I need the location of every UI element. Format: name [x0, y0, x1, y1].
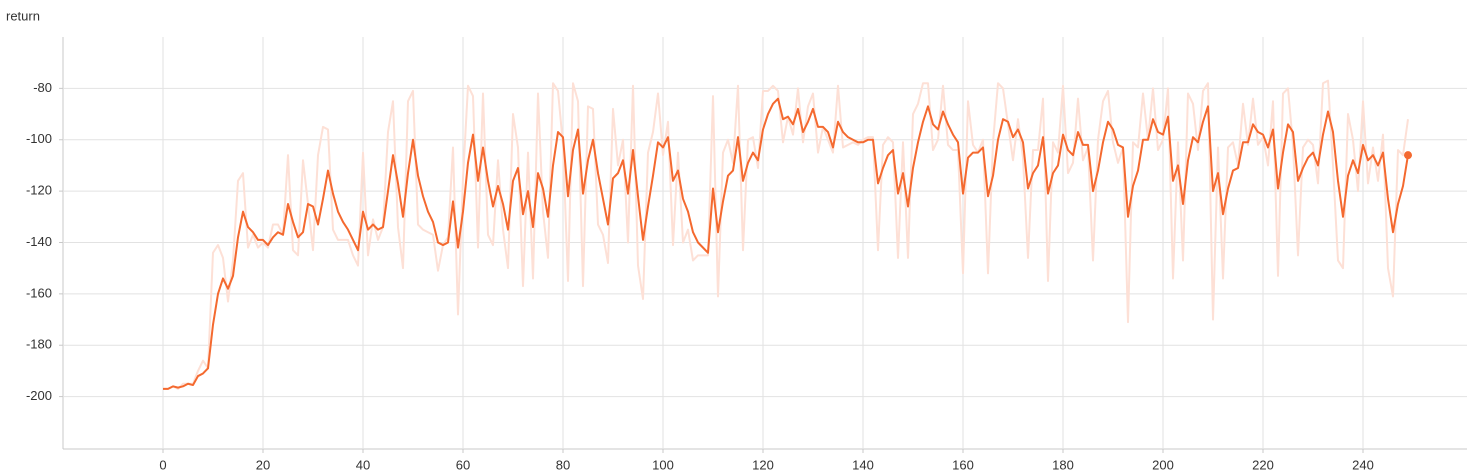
series-line: [163, 79, 1409, 390]
x-tick-label: 140: [852, 457, 874, 472]
y-tick-label: -120: [26, 183, 52, 198]
x-tick-label: 240: [1352, 457, 1374, 472]
x-tick-label: 120: [752, 457, 774, 472]
x-tick-label: 200: [1152, 457, 1174, 472]
x-tick-label: 160: [952, 457, 974, 472]
y-tick-label: -100: [26, 131, 52, 146]
x-tick-label: 220: [1252, 457, 1274, 472]
series-line: [163, 97, 1409, 390]
x-tick-label: 180: [1052, 457, 1074, 472]
x-tick-label: 20: [256, 457, 270, 472]
last-point-marker: [1404, 151, 1412, 160]
x-tick-label: 80: [556, 457, 570, 472]
y-tick-label: -80: [33, 80, 52, 95]
chart-title: return: [6, 8, 40, 23]
x-tick-label: 0: [159, 457, 166, 472]
x-tick-label: 100: [652, 457, 674, 472]
y-tick-label: -140: [26, 234, 52, 249]
y-tick-label: -160: [26, 285, 52, 300]
y-tick-label: -180: [26, 337, 52, 352]
x-tick-label: 60: [456, 457, 470, 472]
x-tick-label: 40: [356, 457, 370, 472]
y-tick-label: -200: [26, 388, 52, 403]
